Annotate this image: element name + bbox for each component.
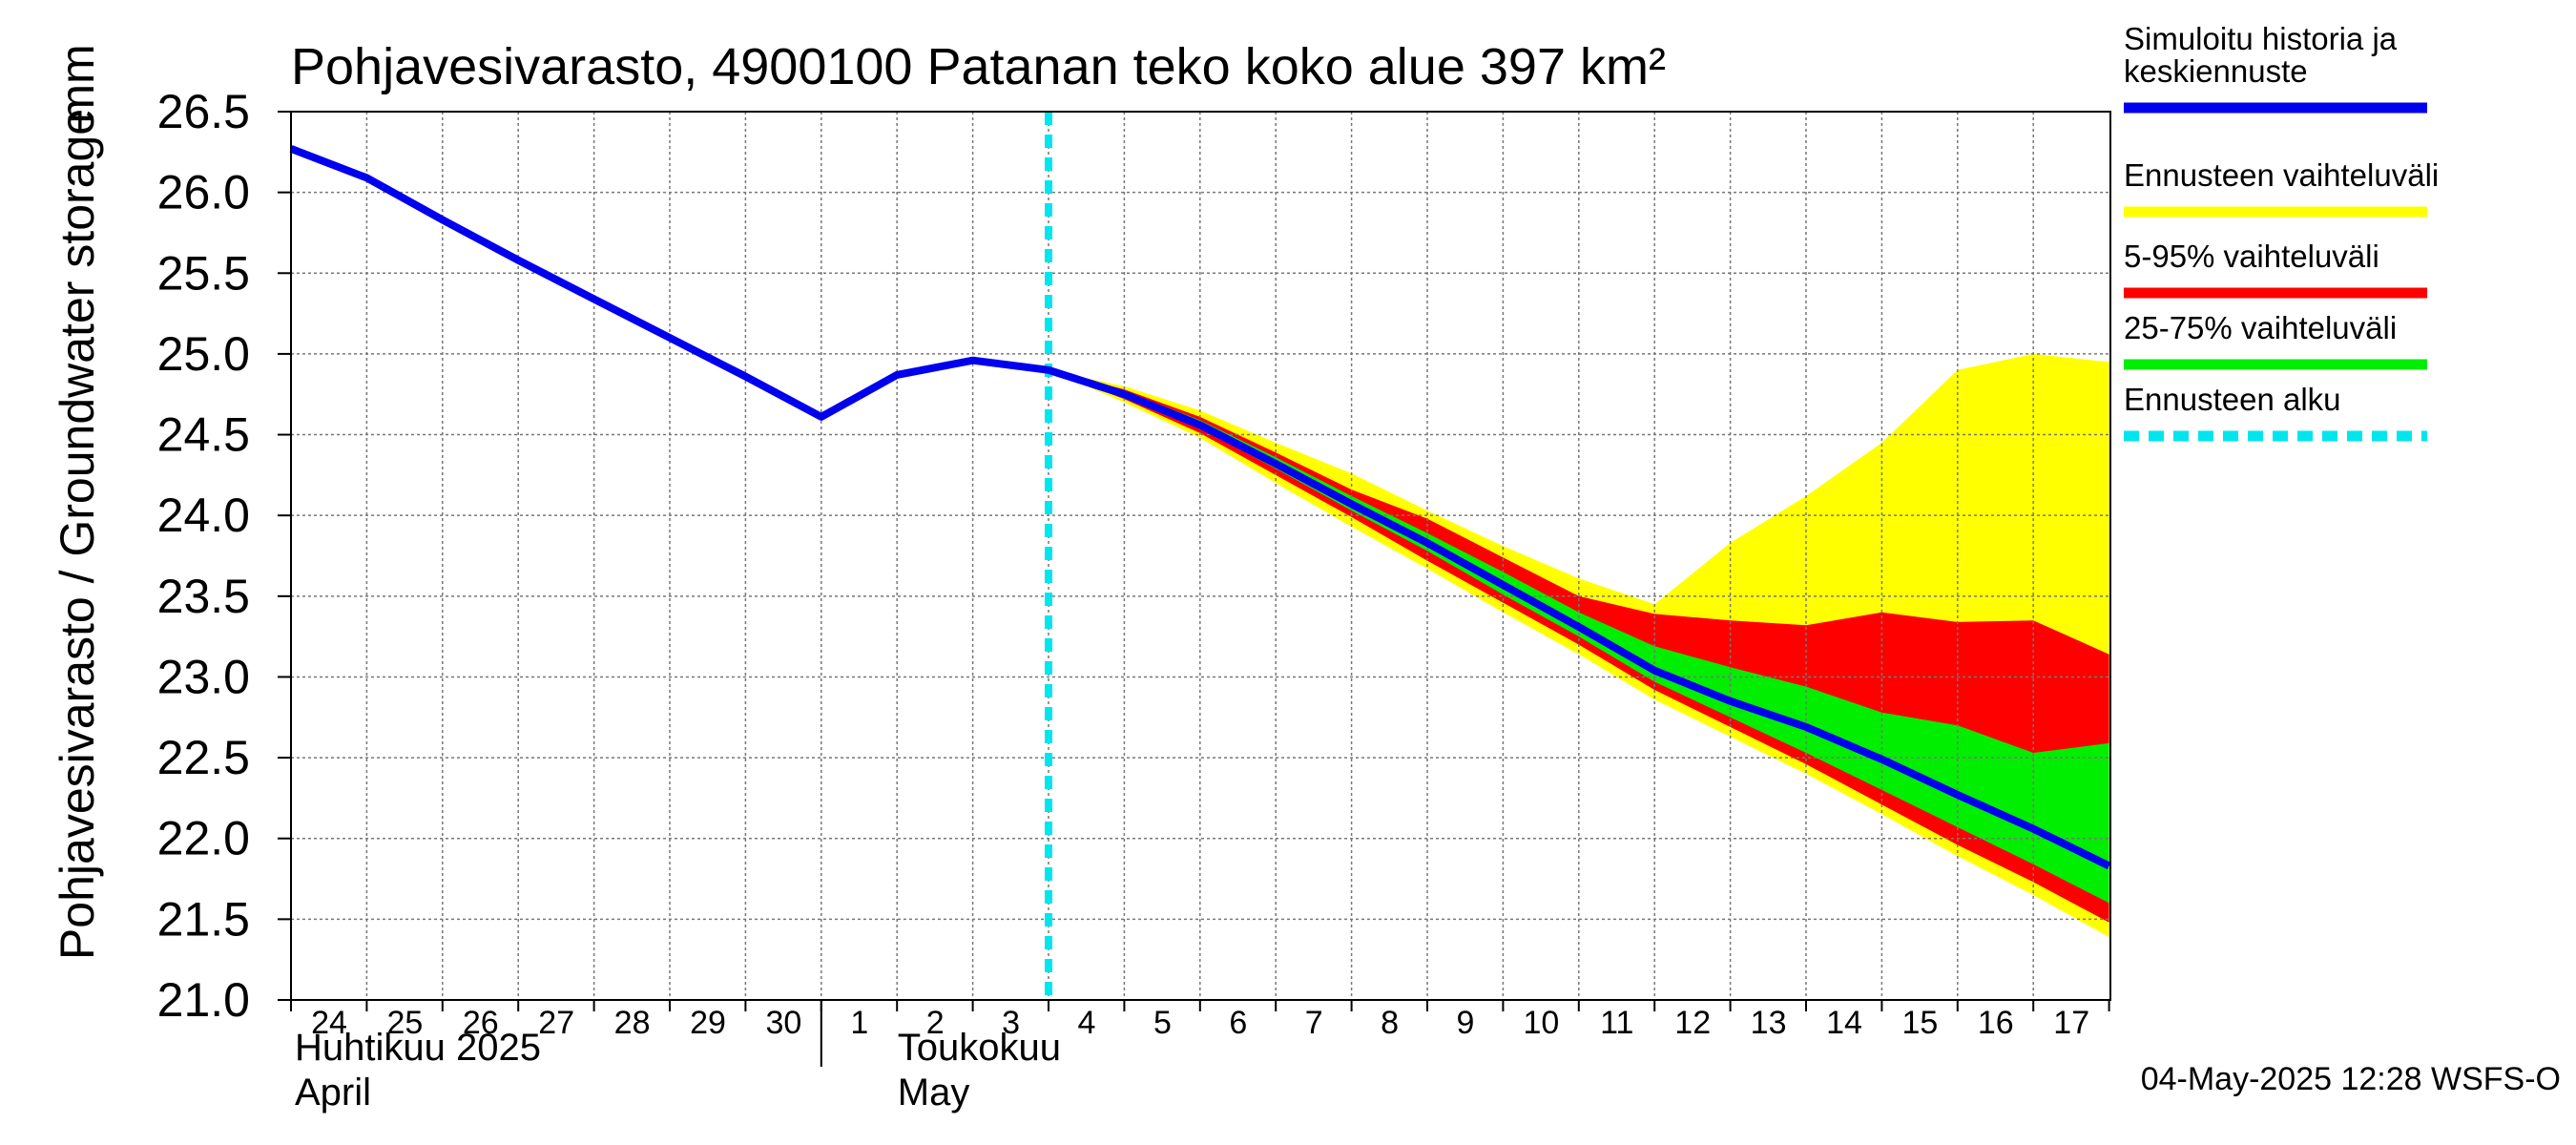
month-label-en: May [898,1072,970,1114]
grid-layer [291,112,2110,1000]
month-label-fi: Huhtikuu 2025 [295,1027,541,1069]
legend-label-3: 5-95% vaihteluväli [2124,239,2379,274]
band-2 [1049,369,2109,923]
month-label-en: April [295,1072,371,1114]
legend-label-1: Simuloitu historia ja [2124,21,2398,56]
y-tick-label: 25.5 [157,246,250,300]
x-tick-label: 10 [1523,1005,1559,1041]
x-tick-label: 5 [1153,1005,1172,1041]
y-tick-label: 23.5 [157,570,250,623]
x-tick-label: 3 [1002,1005,1020,1041]
x-tick-label: 2 [926,1005,945,1041]
axes-layer [278,111,2111,1067]
series-layer [289,145,2111,870]
y-tick-label: 23.0 [157,650,250,703]
x-tick-label: 17 [2053,1005,2089,1041]
legend-label-5: Ennusteen alku [2124,382,2341,417]
x-tick-label: 27 [538,1005,574,1041]
legend-label-4: 25-75% vaihteluväli [2124,310,2397,345]
y-axis-label: Pohjavesivarasto / Groundwater storage [51,109,104,960]
x-tick-label: 24 [311,1005,347,1041]
band-3 [1049,369,2109,904]
x-tick-label: 26 [463,1005,499,1041]
x-tick-label: 15 [1901,1005,1938,1041]
x-tick-label: 13 [1751,1005,1787,1041]
x-tick-label: 6 [1229,1005,1247,1041]
x-tick-label: 14 [1826,1005,1862,1041]
x-tick-label: 28 [614,1005,651,1041]
x-tick-label: 8 [1381,1005,1399,1041]
y-tick-label: 24.5 [157,408,250,462]
y-axis-unit: mm [51,44,104,123]
y-tick-label: 21.0 [157,973,250,1027]
x-tick-label: 12 [1674,1005,1711,1041]
y-tick-label: 22.0 [157,812,250,865]
y-tick-label: 26.5 [157,85,250,138]
x-tick-label: 11 [1600,1005,1633,1041]
chart-title: Pohjavesivarasto, 4900100 Patanan teko k… [291,38,1666,95]
legend-label-2: Ennusteen vaihteluväli [2124,157,2439,193]
timestamp: 04-May-2025 12:28 WSFS-O [2141,1061,2561,1097]
x-tick-label: 7 [1305,1005,1323,1041]
y-tick-label: 26.0 [157,166,250,219]
y-tick-label: 25.0 [157,327,250,381]
y-tick-label: 24.0 [157,489,250,542]
x-tick-label: 30 [765,1005,801,1041]
y-tick-label: 21.5 [157,892,250,946]
x-tick-label: 29 [690,1005,726,1041]
series-line-1 [289,145,2111,870]
month-label-fi: Toukokuu [898,1027,1061,1069]
text-layer: 21.0 21.5 22.0 22.5 23.0 23.5 24.0 24.5 25.0 25.5… [51,38,2561,1114]
x-tick-label: 16 [1978,1005,2014,1041]
x-tick-label: 4 [1078,1005,1096,1041]
x-tick-label: 9 [1457,1005,1475,1041]
legend-label-1: keskiennuste [2124,53,2308,89]
x-tick-label: 25 [386,1005,423,1041]
y-tick-label: 22.5 [157,731,250,784]
x-tick-label: 1 [850,1005,868,1041]
